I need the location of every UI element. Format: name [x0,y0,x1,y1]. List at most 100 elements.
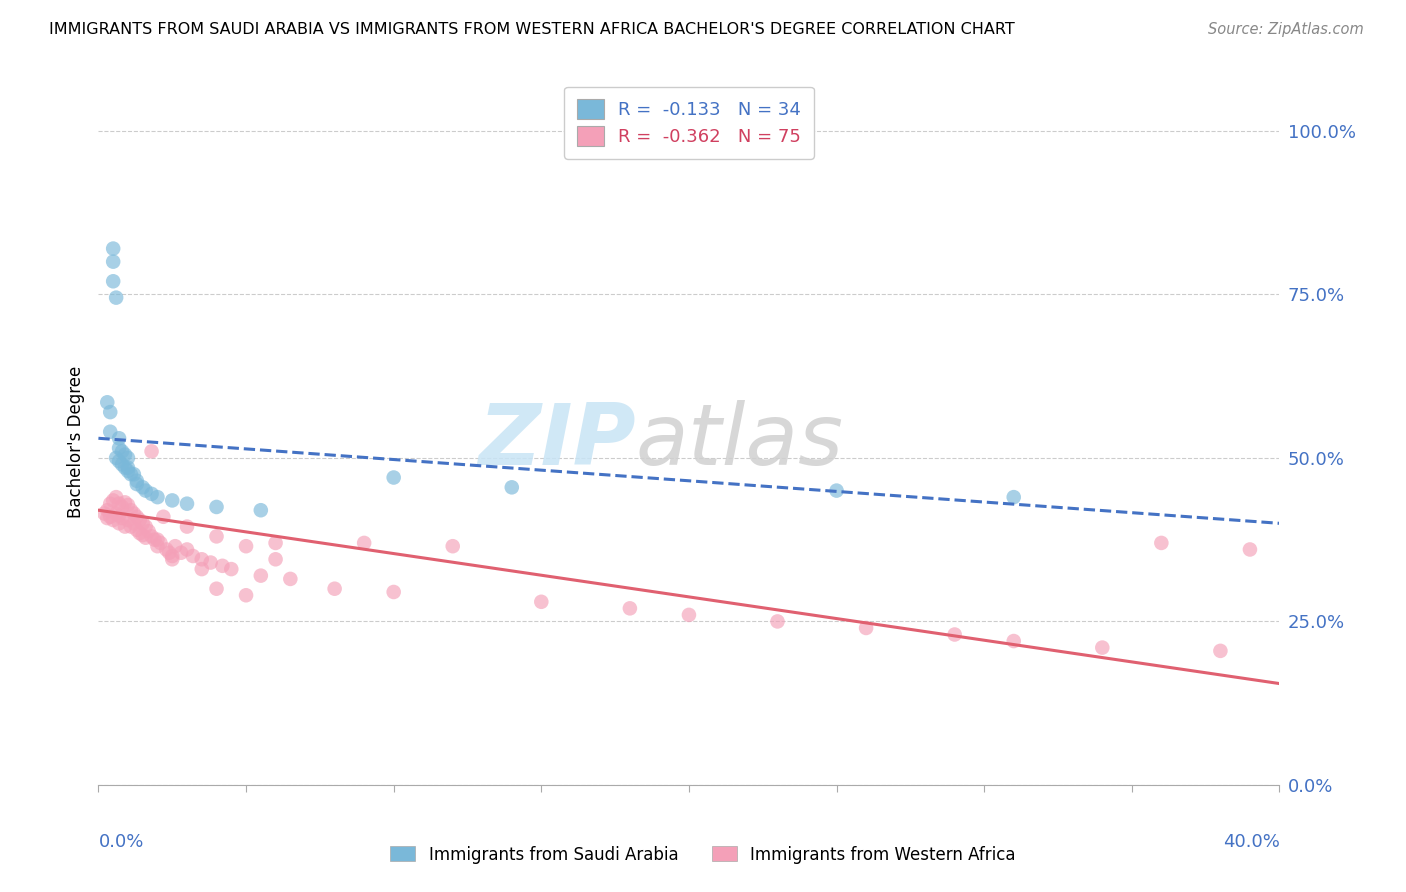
Point [117,464,139,478]
Text: Source: ZipAtlas.com: Source: ZipAtlas.com [1208,22,1364,37]
Point [108,497,131,511]
Point [441,539,464,553]
Point [122,507,145,521]
Point [149,536,172,550]
Point [264,552,287,566]
Point [170,546,193,560]
Point [205,529,228,543]
Point [111,444,134,458]
Point [1002,490,1025,504]
Point [117,460,139,475]
Point [191,562,214,576]
Point [125,477,148,491]
Text: 40.0%: 40.0% [1223,833,1279,851]
Point [250,568,273,582]
Point [264,536,287,550]
Point [125,523,148,537]
Point [825,483,848,498]
Point [141,487,163,501]
Point [152,509,174,524]
Point [162,549,183,563]
Point [105,291,128,305]
Point [96,503,118,517]
Point [181,549,204,563]
Point [235,539,257,553]
Point [280,572,302,586]
Point [108,454,131,468]
Point [530,595,553,609]
Point [1209,644,1232,658]
Text: ZIP: ZIP [478,400,636,483]
Point [98,509,121,524]
Point [122,467,145,482]
Point [146,539,169,553]
Legend: Immigrants from Saudi Arabia, Immigrants from Western Africa: Immigrants from Saudi Arabia, Immigrants… [384,839,1022,871]
Point [176,542,198,557]
Point [117,513,139,527]
Point [103,254,125,268]
Point [135,531,157,545]
Point [132,528,155,542]
Point [103,242,125,256]
Point [162,552,183,566]
Point [200,556,222,570]
Point [117,498,139,512]
Point [98,497,121,511]
Point [619,601,641,615]
Point [128,513,150,527]
Point [111,500,134,514]
Point [108,516,131,531]
Point [122,516,145,531]
Point [191,552,214,566]
Point [165,539,187,553]
Point [143,533,166,547]
Point [132,480,155,494]
Point [382,470,405,484]
Point [120,467,142,482]
Point [678,607,700,622]
Point [98,425,121,439]
Point [157,546,180,560]
Text: IMMIGRANTS FROM SAUDI ARABIA VS IMMIGRANTS FROM WESTERN AFRICA BACHELOR'S DEGREE: IMMIGRANTS FROM SAUDI ARABIA VS IMMIGRAN… [49,22,1015,37]
Point [117,450,139,465]
Point [766,615,789,629]
Point [108,431,131,445]
Point [135,483,157,498]
Text: atlas: atlas [636,400,844,483]
Point [120,503,142,517]
Point [176,519,198,533]
Point [250,503,273,517]
Point [105,490,128,504]
Point [93,507,115,521]
Text: 0.0%: 0.0% [98,833,143,851]
Point [211,558,233,573]
Point [125,474,148,488]
Point [114,495,136,509]
Point [1091,640,1114,655]
Point [162,493,183,508]
Point [132,516,155,531]
Point [1150,536,1173,550]
Point [96,395,118,409]
Point [176,497,198,511]
Point [114,460,136,475]
Point [105,507,128,521]
Point [205,582,228,596]
Point [103,513,125,527]
Point [125,509,148,524]
Point [501,480,523,494]
Point [114,448,136,462]
Point [155,542,177,557]
Point [135,519,157,533]
Point [120,519,142,533]
Legend: R =  -0.133   N = 34, R =  -0.362   N = 75: R = -0.133 N = 34, R = -0.362 N = 75 [564,87,814,159]
Point [103,493,125,508]
Point [111,458,134,472]
Point [146,533,169,547]
Point [221,562,243,576]
Point [323,582,346,596]
Point [138,524,160,538]
Point [235,588,257,602]
Point [943,627,966,641]
Point [108,441,131,455]
